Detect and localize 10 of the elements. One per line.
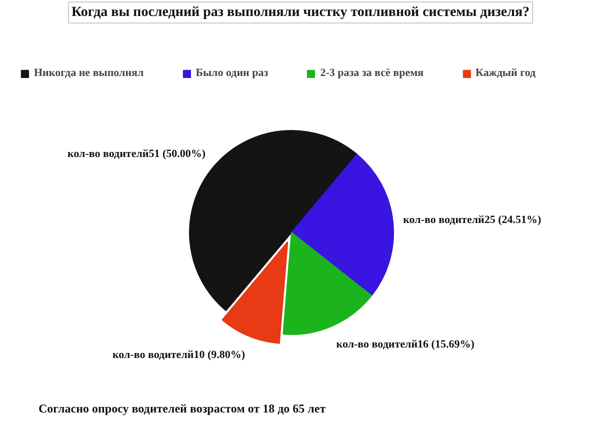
data-label: кол-во водителй16 (15.69%)	[336, 338, 475, 351]
data-label: кол-во водителй10 (9.80%)	[112, 348, 246, 361]
legend-label: Никогда не выполнял	[34, 67, 144, 79]
chart-title: Когда вы последний раз выполняли чистку топливной системы дизеля?	[71, 5, 530, 20]
legend-label: Было один раз	[196, 67, 268, 79]
legend-label: Каждый год	[476, 67, 536, 79]
data-label: кол-во водителй25 (24.51%)	[403, 214, 542, 226]
data-label: кол-во водителй51 (50.00%)	[67, 148, 206, 160]
legend-label: 2-3 раза за всё время	[320, 67, 424, 79]
text: Согласно опросу водителей возрастом от 18 до 65 лет	[38, 402, 326, 416]
